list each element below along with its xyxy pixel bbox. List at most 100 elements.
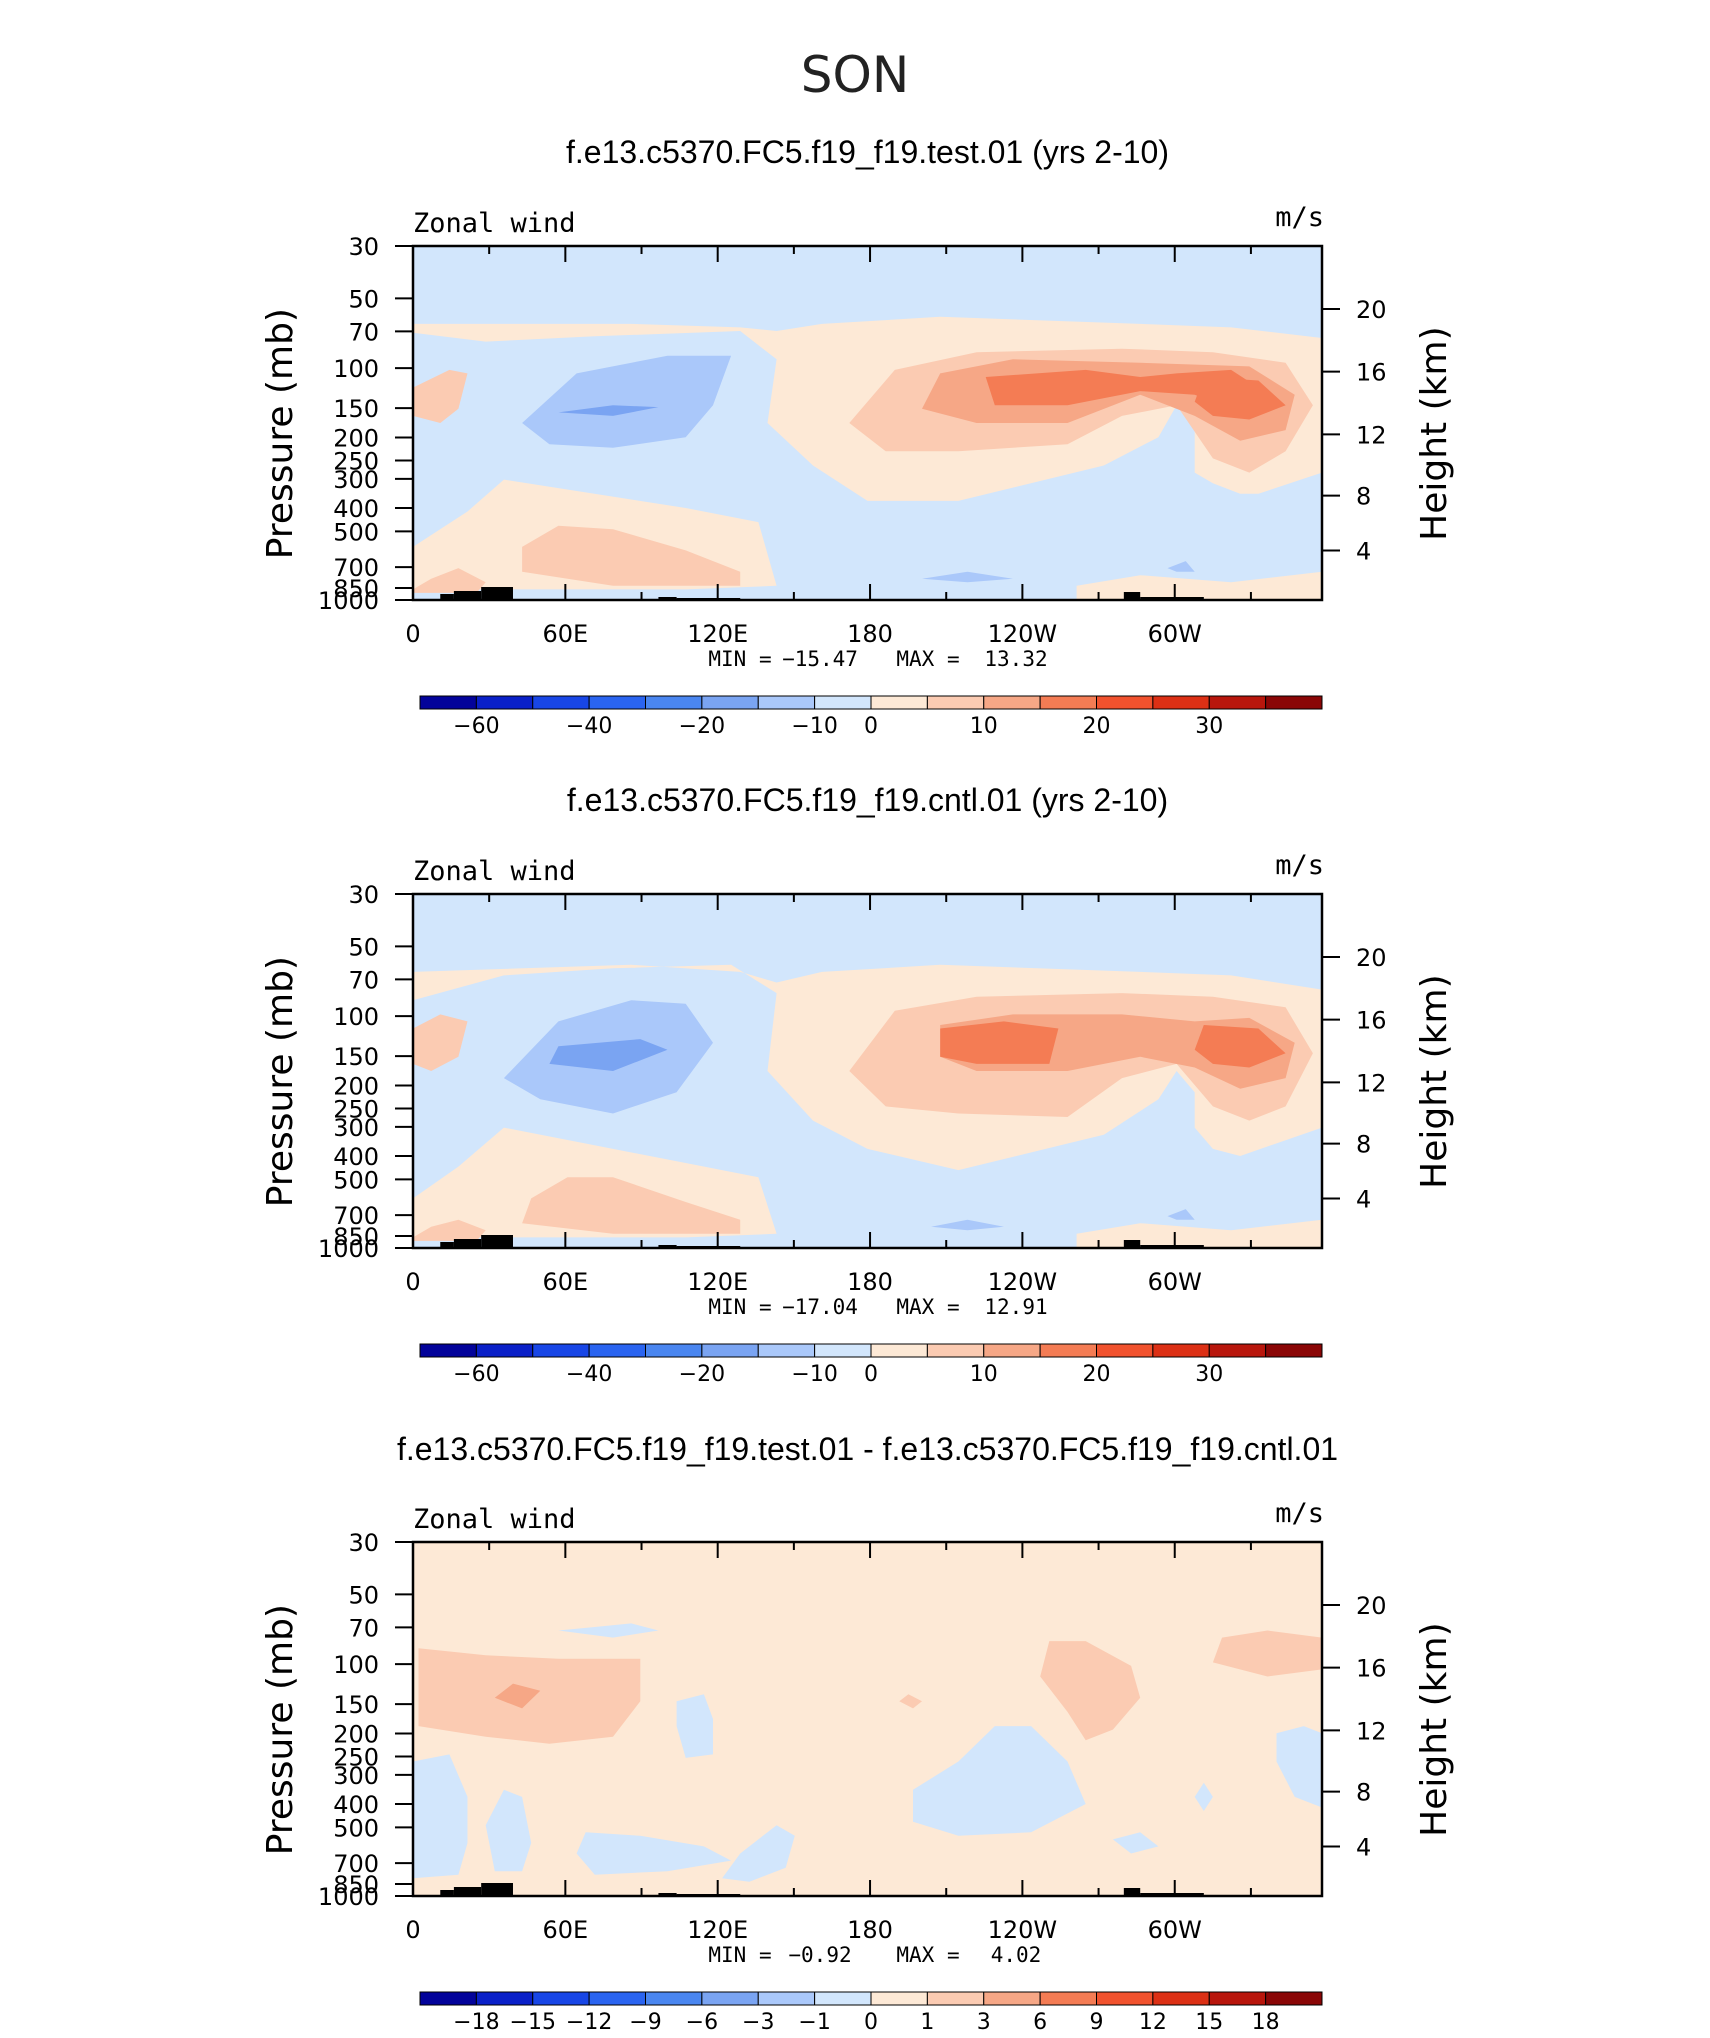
y-tick-label: 30 <box>348 1529 379 1557</box>
y2-tick-label: 20 <box>1356 944 1387 972</box>
contour-region-8 <box>413 1014 468 1071</box>
x-ticks <box>412 894 1252 1248</box>
x-tick-label: 180 <box>847 1916 893 1944</box>
x-tick-label: 120W <box>988 1268 1058 1296</box>
y-tick-label: 70 <box>348 1614 379 1642</box>
colorbar-swatch <box>1208 1991 1267 2006</box>
colorbar-label: −40 <box>566 714 612 739</box>
colorbar-swatch <box>1208 1343 1267 1358</box>
y2-axis-title: Height (km) <box>1414 974 1455 1188</box>
contour-region-2 <box>494 1683 541 1709</box>
y2-tick-label: 12 <box>1356 1069 1387 1097</box>
colorbar-swatch <box>870 695 928 710</box>
variable-label: Zonal wind <box>413 856 576 887</box>
contour-region-11 <box>931 1219 1004 1231</box>
colorbar-label: −60 <box>453 1362 499 1387</box>
y-axis-title: Pressure (mb) <box>260 1604 301 1855</box>
topo-bar-2 <box>453 591 482 600</box>
colorbar-swatch <box>1039 695 1097 710</box>
contour-region-15 <box>1194 1782 1213 1811</box>
y2-tick-label: 16 <box>1356 1007 1387 1035</box>
min-value: −0.92 <box>788 1943 851 1967</box>
colorbar-label: 10 <box>970 714 998 739</box>
colorbar-swatch <box>870 1991 928 2006</box>
topo-bar-6 <box>1123 592 1141 600</box>
y2-tick-label: 16 <box>1356 1655 1387 1683</box>
colorbar-swatch <box>645 1991 703 2006</box>
y-tick-label: 30 <box>348 233 379 261</box>
x-tick-label: 180 <box>847 1268 893 1296</box>
colorbar-swatch <box>1096 1991 1154 2006</box>
panel-title: f.e13.c5370.FC5.f19_f19.cntl.01 (yrs 2-1… <box>567 782 1168 818</box>
x-tick-label: 120W <box>988 620 1058 648</box>
colorbar-label: 20 <box>1083 1362 1111 1387</box>
colorbar-label: 0 <box>864 1362 878 1387</box>
topo-bar-3 <box>481 587 513 600</box>
y-tick-label: 700 <box>333 554 379 582</box>
y2-tick-label: 12 <box>1356 1717 1387 1745</box>
main-title: SON <box>801 46 910 104</box>
colorbar: −60 −40 −20 −10 0 10 20 30 <box>419 695 1323 739</box>
colorbar-swatch <box>588 1991 646 2006</box>
y-tick-label: 500 <box>333 1166 379 1194</box>
y-tick-label: 300 <box>333 1762 379 1790</box>
y-tick-label: 500 <box>333 1814 379 1842</box>
contour-region-13 <box>413 568 486 593</box>
contour-fills <box>413 964 1322 1248</box>
topo-bar-6 <box>1123 1240 1141 1248</box>
colorbar-swatch <box>645 1343 703 1358</box>
colorbar-swatch <box>1039 1991 1097 2006</box>
max-label: MAX = <box>896 1295 959 1319</box>
colorbar-label: 1 <box>920 2010 934 2035</box>
y-tick-label: 700 <box>333 1850 379 1878</box>
colorbar-label: 0 <box>864 2010 878 2035</box>
variable-label: Zonal wind <box>413 208 576 239</box>
colorbar-swatch <box>419 1343 477 1358</box>
units-label: m/s <box>1275 1498 1324 1529</box>
colorbar-swatch <box>588 695 646 710</box>
max-label: MAX = <box>896 1943 959 1967</box>
colorbar-label: 30 <box>1195 1362 1223 1387</box>
colorbar-swatch <box>645 695 703 710</box>
x-tick-label: 60W <box>1148 620 1202 648</box>
y-tick-label: 250 <box>333 1096 379 1124</box>
contour-region-5 <box>1194 377 1286 420</box>
contour-region-7 <box>676 1694 713 1758</box>
colorbar: −18 −15 −12 −9 −6 −3 −1 0 1 3 6 9 12 15 18 <box>419 1991 1323 2035</box>
plot-frame <box>411 1540 1324 1898</box>
topo-bar-4 <box>658 597 677 600</box>
colorbar-label: −18 <box>453 2010 499 2035</box>
colorbar-swatch <box>1265 695 1323 710</box>
topo-bar-1 <box>440 1242 454 1248</box>
colorbar-label: −20 <box>679 714 725 739</box>
colorbar-swatch <box>701 1343 759 1358</box>
y-tick-label: 70 <box>348 318 379 346</box>
colorbar-swatch <box>419 695 477 710</box>
topo-bar-1 <box>440 1890 454 1896</box>
colorbar-label: −60 <box>453 714 499 739</box>
colorbar-swatch <box>1152 1991 1210 2006</box>
colorbar-swatch <box>814 695 872 710</box>
y2-ticks: 20 16 12 8 4 <box>1322 296 1387 565</box>
colorbar-swatch <box>1152 695 1210 710</box>
panels: f.e13.c5370.FC5.f19_f19.test.01 (yrs 2-1… <box>260 134 1455 2035</box>
max-value: 12.91 <box>984 1295 1047 1319</box>
x-tick-label: 180 <box>847 620 893 648</box>
y-tick-label: 150 <box>333 395 379 423</box>
x-tick-label: 0 <box>405 1916 420 1944</box>
x-tick-label: 0 <box>405 620 420 648</box>
colorbar-swatch <box>475 695 534 710</box>
colorbar-label: −6 <box>686 2010 718 2035</box>
contour-region-10 <box>413 1754 468 1879</box>
colorbar-swatch <box>1265 1343 1323 1358</box>
y-tick-label: 300 <box>333 466 379 494</box>
colorbar: −60 −40 −20 −10 0 10 20 30 <box>419 1343 1323 1387</box>
contour-region-12 <box>1167 561 1195 572</box>
y-tick-label: 400 <box>333 1143 379 1171</box>
colorbar-swatch <box>1096 695 1154 710</box>
colorbar-swatch <box>983 1991 1041 2006</box>
colorbar-swatch <box>701 695 759 710</box>
colorbar-label: −1 <box>798 2010 830 2035</box>
y-tick-label: 700 <box>333 1202 379 1230</box>
